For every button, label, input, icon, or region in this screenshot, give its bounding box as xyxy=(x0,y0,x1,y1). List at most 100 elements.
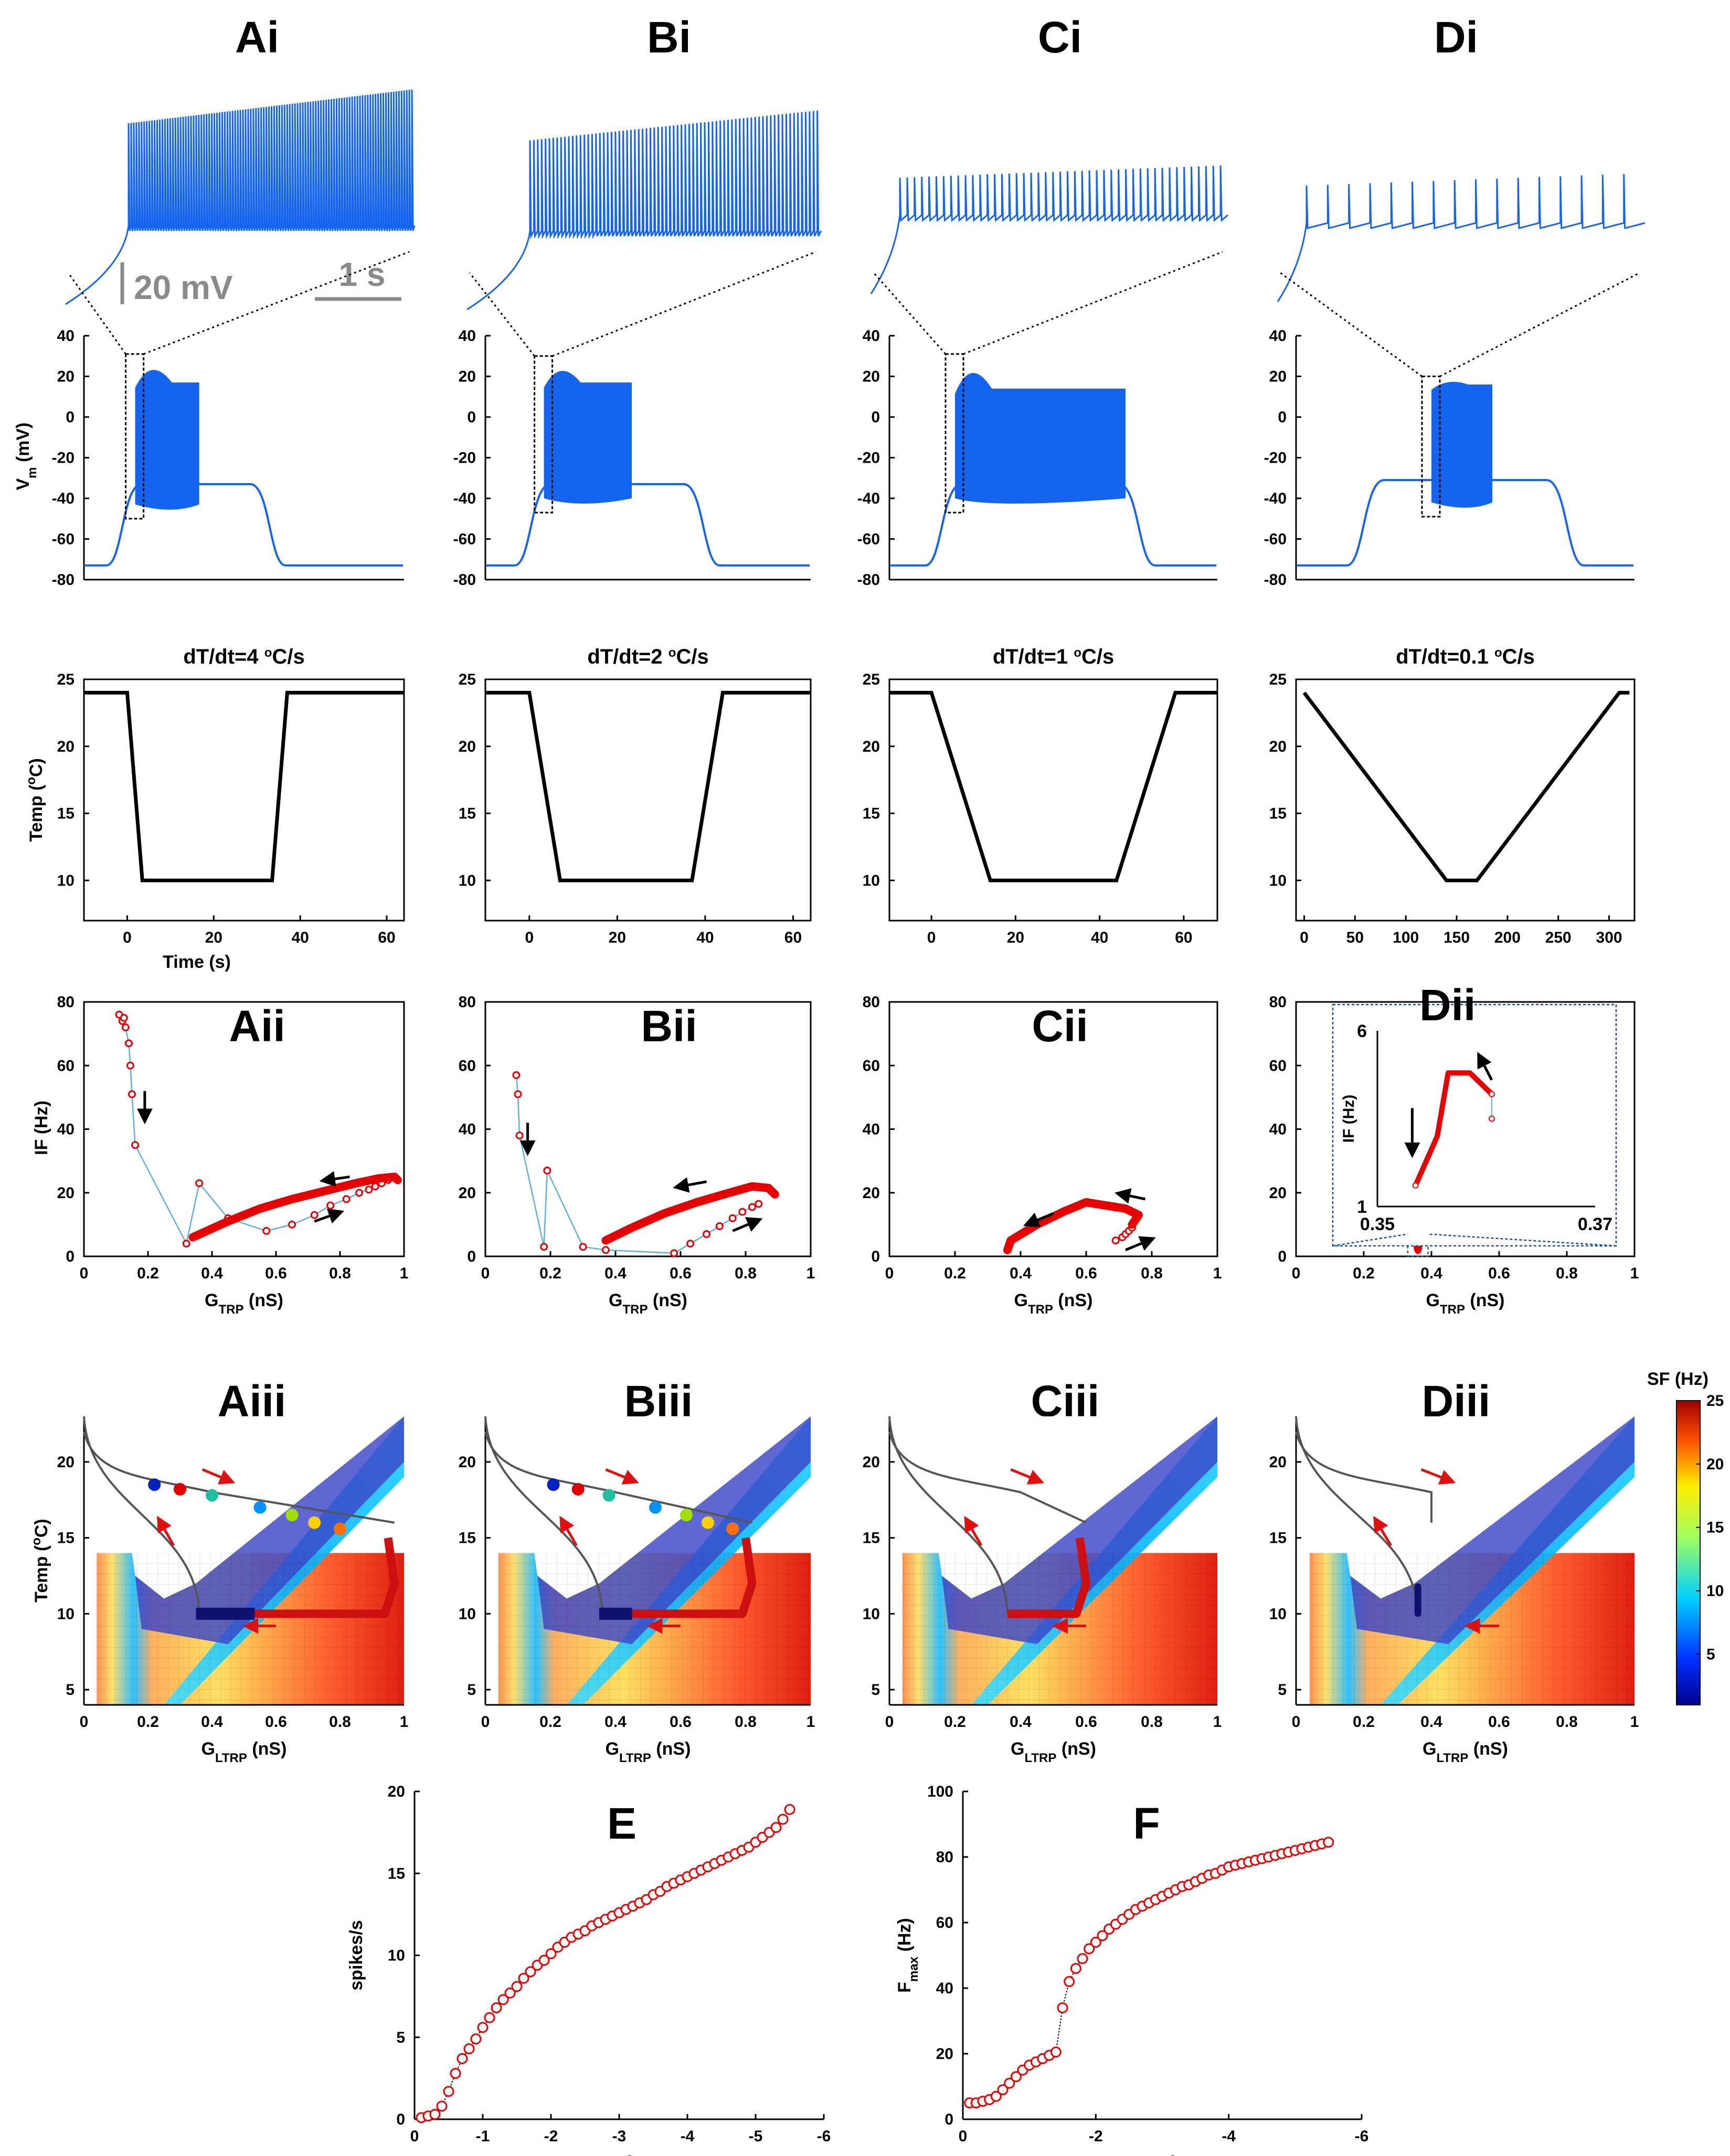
if-data-point xyxy=(342,1195,351,1203)
y-tick-label: 20 xyxy=(388,1783,405,1800)
heatmap-trajectory-point xyxy=(334,1522,346,1535)
if-direction-arrow xyxy=(673,1177,707,1193)
vm-burst-fill xyxy=(544,371,632,504)
heatmap-grid xyxy=(903,1553,1217,1705)
if-data-point xyxy=(126,1061,134,1070)
if-x-tick-label: 0.8 xyxy=(1141,1265,1163,1282)
if-data-point xyxy=(514,1090,522,1098)
heatmap-x-tick-label: 0.6 xyxy=(670,1713,692,1731)
vm-panel-A: 40 20 0 -20 -40 -60 -80 xyxy=(52,251,410,589)
temp-trace-line xyxy=(84,691,404,882)
vm-y-tick-label: -40 xyxy=(857,490,880,507)
heatmap-y-tick-label: 15 xyxy=(1269,1530,1287,1547)
heatmap-trajectory-point xyxy=(571,1482,585,1496)
temp-y-tick-label: 10 xyxy=(459,872,476,889)
heatmap-y-tick-label: 10 xyxy=(57,1605,75,1623)
temp-plot-frame xyxy=(484,678,812,922)
if-data-point xyxy=(703,1230,711,1239)
if-x-tick-label: 0.6 xyxy=(1075,1265,1097,1282)
if-y-tick-label: 0 xyxy=(871,1248,880,1265)
temp-trace-line xyxy=(485,691,811,882)
temp-x-tick-label: 0 xyxy=(123,929,132,946)
colorbar-label: SF (Hz) xyxy=(1647,1369,1708,1389)
if-data-point xyxy=(748,1203,756,1211)
if-data-point xyxy=(579,1243,587,1251)
heatmap-x-tick-label: 0 xyxy=(80,1713,89,1731)
if-panel-Bii: 0 20 40 60 80 0 0.2 0.4 0.6 0.8 1 GTRP (nS) xyxy=(459,994,815,1317)
x-axis-label: dT/dt (oC/s) xyxy=(571,2151,667,2156)
temp-x-tick-label: 100 xyxy=(1393,929,1419,946)
temp-x-tick-label: 60 xyxy=(378,929,395,946)
heatmap-x-tick-label: 0.6 xyxy=(1488,1713,1510,1731)
x-tick-label: -6 xyxy=(817,2128,831,2145)
if-inset-point xyxy=(1488,1115,1495,1122)
data-point xyxy=(491,2002,502,2013)
heatmap-trajectory-point xyxy=(726,1522,739,1535)
heatmap-firing-path xyxy=(1007,1537,1090,1618)
heatmap-panel-Aiii: 20 15 10 50 0.2 0.4 0.6 0.8 1 GLTRP (nS) xyxy=(57,1416,408,1765)
if-x-tick-label: 0 xyxy=(481,1265,490,1282)
scale-bars: 20 mV 1 s xyxy=(120,255,401,306)
if-branch-thick xyxy=(188,1172,402,1242)
temp-y-tick-label: 15 xyxy=(459,805,476,823)
temp-y-tick-label: 25 xyxy=(57,671,75,688)
heatmap-y-tick-label: 10 xyxy=(459,1605,476,1623)
temp-y-tick-label: 15 xyxy=(863,805,880,823)
temp-panel-B: 25 20 15 10 0 20 40 60 dT/dt=2 oC/s xyxy=(459,645,812,946)
heatmap-x-tick-label: 0.2 xyxy=(944,1713,966,1731)
heatmap-trajectory-point xyxy=(547,1478,560,1491)
if-inset-branch xyxy=(1413,1070,1494,1187)
if-inset-x-min-label: 0.35 xyxy=(1360,1214,1395,1234)
vm-y-tick-label: -80 xyxy=(1264,571,1287,589)
vm-y-tick-label: -80 xyxy=(453,571,476,589)
temp-panel-title: dT/dt=4 oC/s xyxy=(183,645,304,668)
vm-panel-B: 40 20 0 -20 -40 -60 -80 xyxy=(453,251,816,589)
if-y-tick-label: 20 xyxy=(459,1184,476,1202)
if-direction-arrow xyxy=(1023,1212,1054,1228)
heatmap-arrow xyxy=(559,1515,578,1546)
temp-plot-frame xyxy=(83,678,405,922)
if-y-tick-label: 40 xyxy=(1269,1121,1287,1138)
if-y-tick-label: 0 xyxy=(1278,1248,1287,1265)
temp-x-tick-label: 20 xyxy=(205,929,222,946)
heatmap-panel-Biii: 20 15 10 50 0.2 0.4 0.6 0.8 1 GLTRP (nS) xyxy=(459,1416,815,1765)
heatmap-arrow xyxy=(1373,1515,1392,1546)
if-data-point xyxy=(601,1246,610,1254)
vm-zoom-line xyxy=(963,251,1223,355)
data-point xyxy=(545,1948,557,1959)
vm-y-tick-label: -60 xyxy=(52,531,75,548)
if-data-point xyxy=(715,1222,724,1230)
heatmap-x-tick-label: 1 xyxy=(1213,1713,1222,1731)
if-y-tick-label: 80 xyxy=(863,994,880,1011)
data-point xyxy=(1057,2002,1068,2013)
temp-y-tick-label: 20 xyxy=(57,738,75,755)
vm-y-tick-label: 40 xyxy=(863,327,880,345)
vm-panel-C: 40 20 0 -20 -40 -60 -80 xyxy=(857,251,1223,589)
heatmap-y-tick-label: 15 xyxy=(459,1530,476,1547)
heatmap-y-tick-label: 15 xyxy=(863,1530,880,1547)
panel-label-Aii: Aii xyxy=(229,1001,285,1051)
temp-panel-title: dT/dt=2 oC/s xyxy=(587,645,708,668)
temp-x-tick-label: 40 xyxy=(291,929,309,946)
panel-label-Di: Di xyxy=(1434,13,1478,62)
if-x-tick-label: 0.4 xyxy=(1010,1265,1032,1282)
heatmap-panel-Ciii: 20 15 10 50 0.2 0.4 0.6 0.8 1 GLTRP (nS) xyxy=(863,1416,1222,1765)
temp-panel-A: 25 20 15 10 0 20 40 60 dT/dt=4 oC/s xyxy=(57,645,405,946)
x-tick-label: -2 xyxy=(544,2128,558,2145)
temp-x-tick-label: 250 xyxy=(1545,929,1572,946)
temp-x-tick-label: 60 xyxy=(784,929,802,946)
temp-x-tick-label: 60 xyxy=(1175,929,1192,946)
heatmap-arrow xyxy=(605,1468,639,1485)
vm-y-tick-label: -40 xyxy=(52,490,75,507)
if-y-tick-label: 40 xyxy=(57,1121,75,1138)
heatmap-x-tick-label: 0.4 xyxy=(1420,1713,1442,1731)
if-y-tick-label: 0 xyxy=(66,1248,75,1265)
if-data-point xyxy=(128,1090,136,1098)
if-x-tick-label: 0.4 xyxy=(1420,1265,1442,1282)
temp-trace-line xyxy=(1302,691,1630,882)
if-x-tick-label: 1 xyxy=(400,1265,409,1282)
if-panel-Aii: 0 20 40 60 80 0 0.2 0.4 0.6 0.8 1 GTRP (nS) xyxy=(57,994,409,1317)
vm-y-tick-label: 0 xyxy=(467,409,476,426)
